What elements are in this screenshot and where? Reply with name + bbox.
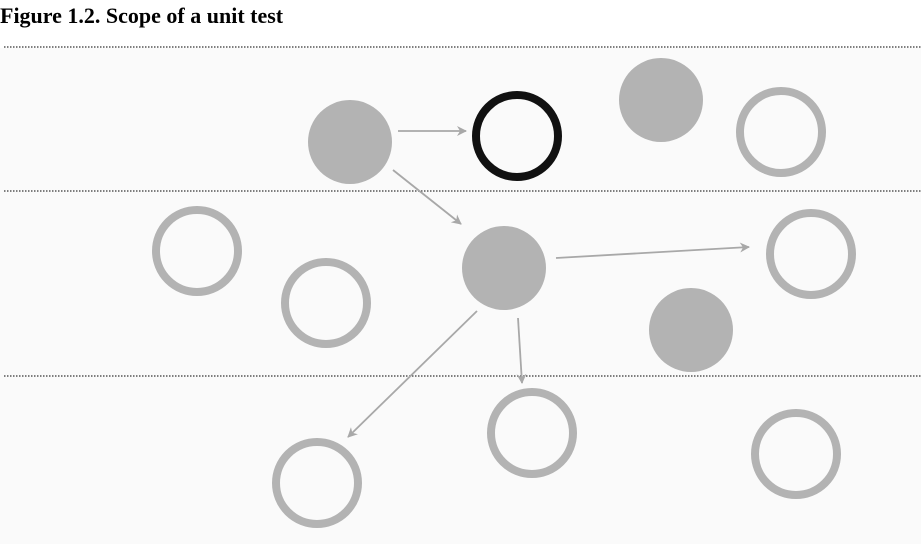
node-filled [462,226,546,310]
node-hollow [272,438,362,528]
figure-title: Figure 1.2. Scope of a unit test [0,3,284,28]
nodes [152,58,856,528]
node-filled [619,58,703,142]
arrow-n7-to-n11 [516,317,527,384]
node-filled [308,100,392,184]
node-hollow [736,87,826,177]
dependency-arrows [347,126,750,438]
arrow-n7-to-n8 [555,242,750,259]
node-hollow [487,388,577,478]
node-filled [649,288,733,372]
node-hollow [152,206,242,296]
arrow-n1-to-n7 [392,169,462,225]
arrow-n7-to-n10 [347,310,478,438]
node-hollow [281,258,371,348]
diagram-background [0,48,921,544]
node-hollow [766,209,856,299]
node-unit-under-test [472,91,562,181]
node-hollow [751,409,841,499]
